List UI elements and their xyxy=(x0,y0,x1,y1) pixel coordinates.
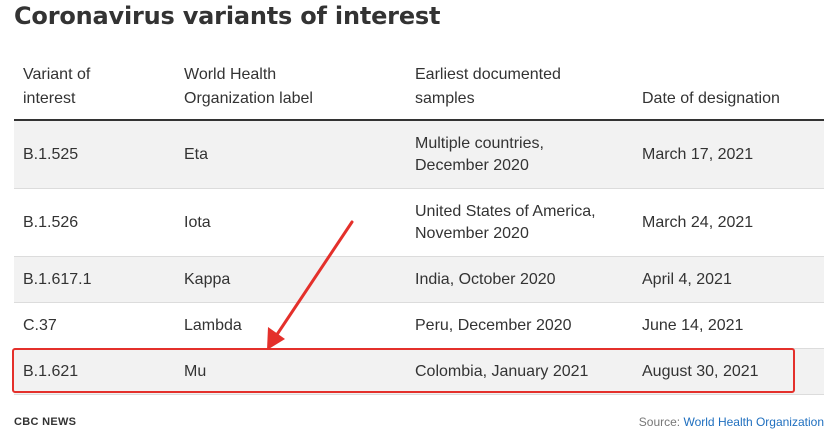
samples-cell: United States of America, November 2020 xyxy=(415,202,596,242)
column-header-variant: Variant of interest xyxy=(23,66,91,107)
who-label-cell: Kappa xyxy=(184,270,231,288)
table-header-row: Variant of interest World Health Organiz… xyxy=(14,60,824,121)
samples-cell: Peru, December 2020 xyxy=(415,316,572,334)
samples-cell: India, October 2020 xyxy=(415,270,556,288)
table-row: B.1.525 Eta Multiple countries, December… xyxy=(14,121,824,189)
highlight-box xyxy=(12,348,795,393)
who-label-cell: Eta xyxy=(184,145,209,163)
samples-cell: Multiple countries, December 2020 xyxy=(415,134,544,174)
who-label-cell: Iota xyxy=(184,213,211,231)
column-header-earliest-samples: Earliest documented samples xyxy=(415,66,561,107)
source-credit: Source: World Health Organization xyxy=(639,415,824,429)
date-cell: August 30, 2021 xyxy=(642,362,759,380)
variant-cell: B.1.525 xyxy=(23,145,79,163)
column-header-who-label: World Health Organization label xyxy=(184,66,313,107)
table-row: B.1.526 Iota United States of America, N… xyxy=(14,189,824,257)
table-row: B.1.617.1 Kappa India, October 2020 Apri… xyxy=(14,257,824,303)
samples-cell: Colombia, January 2021 xyxy=(415,362,589,380)
page-title: Coronavirus variants of interest xyxy=(14,2,441,30)
column-header-designation-date: Date of designation xyxy=(642,90,780,107)
cbc-news-brand: CBC NEWS xyxy=(14,416,77,428)
date-cell: April 4, 2021 xyxy=(642,270,732,288)
variant-cell: B.1.621 xyxy=(23,362,79,380)
variant-cell: B.1.526 xyxy=(23,213,79,231)
source-link[interactable]: World Health Organization xyxy=(683,415,824,429)
table-row: C.37 Lambda Peru, December 2020 June 14,… xyxy=(14,303,824,349)
who-label-cell: Mu xyxy=(184,362,207,380)
date-cell: March 24, 2021 xyxy=(642,213,754,231)
variant-cell: C.37 xyxy=(23,316,57,334)
date-cell: March 17, 2021 xyxy=(642,145,754,163)
source-prefix: Source: xyxy=(638,415,684,429)
who-label-cell: Lambda xyxy=(184,316,242,334)
variant-cell: B.1.617.1 xyxy=(23,270,92,288)
table-row: B.1.621 Mu Colombia, January 2021 August… xyxy=(14,349,824,395)
variants-table: Variant of interest World Health Organiz… xyxy=(14,60,824,395)
date-cell: June 14, 2021 xyxy=(642,316,744,334)
